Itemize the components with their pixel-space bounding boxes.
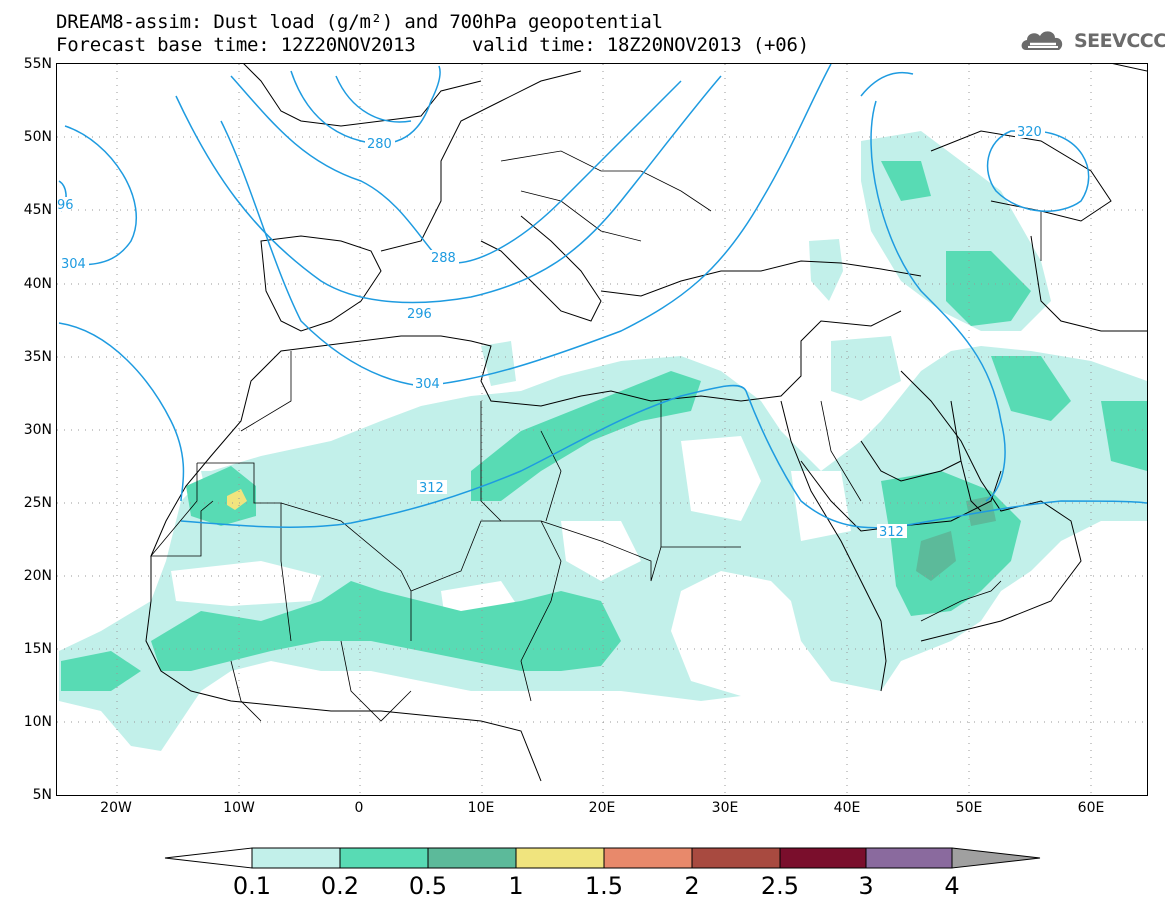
contour-label-312: 312 <box>419 481 444 496</box>
contour-label-304: 304 <box>415 377 440 392</box>
lon-label-10w: 10W <box>223 800 255 816</box>
gridlines <box>57 64 1147 795</box>
logo-text: SEEVCCC <box>1074 30 1165 52</box>
lat-label-25n: 25N <box>23 495 52 511</box>
contour-label-96-west: 96 <box>57 198 74 213</box>
seevccc-logo: SEEVCCC <box>1018 24 1165 58</box>
contour-label-320: 320 <box>1017 125 1042 140</box>
contour-label-304-west: 304 <box>61 257 86 272</box>
lon-label-30e: 30E <box>711 800 739 816</box>
colorbar-label-0-5: 0.5 <box>408 872 448 900</box>
map-title: DREAM8-assim: Dust load (g/m²) and 700hP… <box>56 11 663 33</box>
colorbar-bin-1-5 <box>603 847 693 869</box>
dust-peak <box>227 489 247 510</box>
lon-label-0: 0 <box>354 800 364 816</box>
contour-label-288: 288 <box>431 251 456 266</box>
colorbar-label-4: 4 <box>944 872 960 900</box>
colorbar-high-arrow <box>951 847 1041 869</box>
colorbar-label-1-5: 1.5 <box>584 872 624 900</box>
cloud-icon <box>1021 31 1063 50</box>
lat-label-45n: 45N <box>23 202 52 218</box>
country-borders <box>150 150 1042 722</box>
contour-labels: 280 288 296 304 312 320 304 96 312 <box>57 124 1045 540</box>
colorbar-bin-2 <box>691 847 781 869</box>
colorbar-label-1: 1 <box>508 872 524 900</box>
lon-label-50e: 50E <box>955 800 983 816</box>
colorbar-bin-0-2 <box>339 847 429 869</box>
lon-label-40e: 40E <box>833 800 861 816</box>
lat-label-5n: 5N <box>32 787 52 803</box>
coastlines <box>145 64 1147 782</box>
colorbar-bin-0-1 <box>251 847 341 869</box>
lat-label-35n: 35N <box>23 349 52 365</box>
lat-label-30n: 30N <box>23 422 52 438</box>
colorbar-bin-2-5 <box>779 847 867 869</box>
colorbar <box>164 847 1041 869</box>
lon-label-20w: 20W <box>100 800 132 816</box>
colorbar-label-2-5: 2.5 <box>760 872 800 900</box>
lat-label-55n: 55N <box>23 56 52 72</box>
colorbar-label-2: 2 <box>684 872 700 900</box>
lon-label-10e: 10E <box>467 800 495 816</box>
lon-label-60e: 60E <box>1077 800 1105 816</box>
lat-label-20n: 20N <box>23 568 52 584</box>
contour-label-312-east: 312 <box>879 525 904 540</box>
dust-map: 280 288 296 304 312 320 304 96 312 <box>57 64 1147 795</box>
lat-label-15n: 15N <box>23 641 52 657</box>
lat-label-10n: 10N <box>23 714 52 730</box>
lat-label-50n: 50N <box>23 129 52 145</box>
colorbar-label-0-1: 0.1 <box>232 872 272 900</box>
map-panel: 280 288 296 304 312 320 304 96 312 <box>56 63 1148 796</box>
colorbar-label-3: 3 <box>858 872 874 900</box>
colorbar-low-arrow <box>164 847 253 869</box>
contour-label-296: 296 <box>407 307 432 322</box>
contour-label-280: 280 <box>367 137 392 152</box>
colorbar-label-0-2: 0.2 <box>320 872 360 900</box>
colorbar-bin-3 <box>865 847 953 869</box>
colorbar-bin-1 <box>515 847 605 869</box>
colorbar-bin-0-5 <box>427 847 517 869</box>
forecast-time-line: Forecast base time: 12Z20NOV2013 valid t… <box>56 34 810 56</box>
lat-label-40n: 40N <box>23 276 52 292</box>
lon-label-20e: 20E <box>588 800 616 816</box>
